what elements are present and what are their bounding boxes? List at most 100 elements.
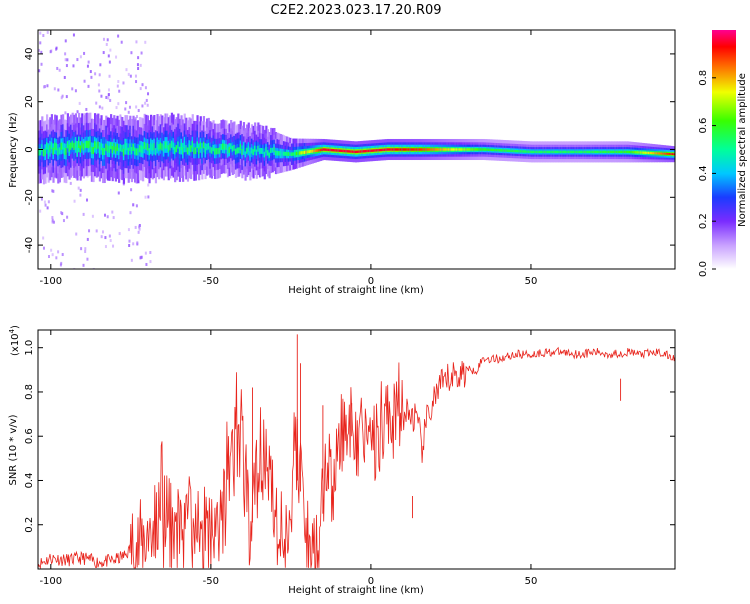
spectrogram-band-cell [527, 150, 530, 153]
spectrogram-band-cell [473, 148, 476, 151]
spectrogram-band-cell [561, 150, 564, 154]
spectrogram-noise-cell [144, 195, 147, 199]
spectrogram-band-cell [559, 150, 562, 154]
spectrogram-band-cell [415, 148, 418, 151]
spectrogram-band-cell [284, 151, 287, 156]
spectrogram-noise-cell [117, 102, 120, 106]
snr-series-line [38, 346, 675, 569]
spectrogram-noise-cell [109, 48, 112, 52]
spectrogram-noise-cell [98, 89, 101, 93]
spectrogram-band-cell [121, 144, 124, 153]
spectrogram-band-cell [233, 144, 236, 151]
spectrogram-band-cell [170, 140, 174, 148]
spectrogram-noise-cell [124, 107, 127, 111]
spectrogram-noise-cell [144, 40, 147, 44]
spectrogram-noise-cell [102, 37, 105, 41]
spectrogram-noise-cell [74, 89, 77, 93]
spectrogram-band-cell [71, 140, 74, 148]
spectrogram-band-cell [377, 149, 380, 152]
spectrogram-band-cell [356, 150, 359, 153]
snr-multiplier-exp: 4 [8, 328, 16, 333]
spectrogram-band-cell [385, 148, 388, 151]
spectrogram-noise-cell [127, 72, 130, 76]
spectrogram-noise-cell [136, 241, 139, 245]
spectrogram-noise-cell [130, 258, 133, 262]
spectrogram-band-cell [396, 148, 399, 151]
spectrogram-noise-cell [147, 92, 150, 96]
spectrogram-noise-cell [43, 200, 46, 204]
spectrogram-band-cell [106, 145, 110, 153]
spectrogram-noise-cell [61, 212, 64, 216]
spectrogram-noise-cell [105, 95, 108, 99]
spectrogram-y-tick-label: 40 [24, 48, 35, 61]
spectrogram-band-cell [418, 148, 422, 151]
spectrogram-band-cell [191, 140, 194, 148]
spectrogram-band-cell [665, 152, 668, 155]
spectrogram-band-cell [534, 150, 537, 154]
spectrogram-band-cell [199, 142, 202, 149]
spectrogram-noise-cell [140, 51, 143, 55]
spectrogram-band-cell [294, 152, 297, 156]
spectrogram-noise-cell [78, 101, 81, 105]
spectrogram-band-cell [586, 150, 590, 154]
spectrogram-band-cell [489, 148, 492, 152]
colorbar-tick-label: 0.2 [698, 213, 709, 229]
spectrogram-band-cell [103, 147, 106, 156]
spectrogram-band-cell [239, 144, 242, 151]
spectrogram-band-cell [362, 150, 366, 153]
spectrogram-band-cell [602, 150, 606, 154]
spectrogram-band-cell [319, 148, 322, 152]
spectrogram-noise-cell [88, 229, 91, 233]
spectrogram-band-cell [606, 150, 609, 154]
spectrogram-noise-cell [40, 50, 43, 54]
spectrogram-noise-cell [40, 62, 43, 66]
spectrogram-x-tick-label: -100 [39, 276, 62, 287]
spectrogram-band-cell [351, 150, 354, 153]
spectrogram-noise-cell [132, 203, 135, 207]
spectrogram-band-cell [223, 143, 226, 150]
spectrogram-band-cell [487, 148, 490, 151]
spectrogram-noise-cell [103, 213, 106, 217]
spectrogram-band-cell [634, 151, 638, 154]
spectrogram-noise-cell [117, 80, 120, 84]
spectrogram-band-cell [540, 150, 543, 154]
spectrogram-band-cell [252, 149, 255, 156]
spectrogram-band-cell [554, 150, 558, 154]
spectrogram-noise-cell [109, 239, 112, 243]
spectrogram-band-cell [172, 142, 175, 150]
spectrogram-y-tick-label: -40 [24, 237, 35, 253]
spectrogram-band-cell [652, 152, 655, 155]
spectrogram-band-cell [212, 144, 215, 152]
spectrogram-band-cell [153, 142, 156, 151]
spectrogram-noise-cell [144, 86, 147, 90]
spectrogram-band-cell [433, 148, 436, 151]
spectrogram-band-cell [57, 148, 60, 156]
snr-y-tick-label: 1.0 [24, 340, 35, 356]
spectrogram-band-cell [463, 148, 466, 151]
spectrogram-band-cell [353, 150, 356, 153]
spectrogram-noise-cell [145, 98, 148, 102]
spectrogram-noise-cell [73, 199, 76, 203]
spectrogram-band-cell [449, 148, 452, 151]
spectrogram-band-cell [460, 148, 463, 151]
spectrogram-band-cell [70, 142, 73, 150]
spectrogram-band-cell [169, 143, 172, 151]
spectrogram-band-cell [273, 147, 276, 152]
spectrogram-band-cell [142, 146, 145, 154]
spectrogram-noise-cell [72, 64, 75, 68]
spectrogram-band-cell [452, 148, 455, 151]
spectrogram-band-cell [73, 142, 76, 150]
spectrogram-band-cell [116, 143, 119, 151]
spectrogram-band-cell [358, 150, 361, 153]
spectrogram-band-cell [209, 146, 212, 153]
spectrogram-band-cell [639, 151, 642, 154]
spectrogram-band-cell [388, 148, 391, 151]
spectrogram-band-cell [89, 140, 92, 148]
spectrogram-band-cell [367, 149, 370, 153]
spectrogram-band-cell [567, 150, 570, 154]
spectrogram-noise-cell [117, 191, 120, 195]
spectrogram-band-cell [610, 150, 614, 154]
spectrogram-noise-cell [51, 253, 54, 257]
spectrogram-noise-cell [134, 117, 137, 121]
spectrogram-band-cell [478, 148, 481, 151]
